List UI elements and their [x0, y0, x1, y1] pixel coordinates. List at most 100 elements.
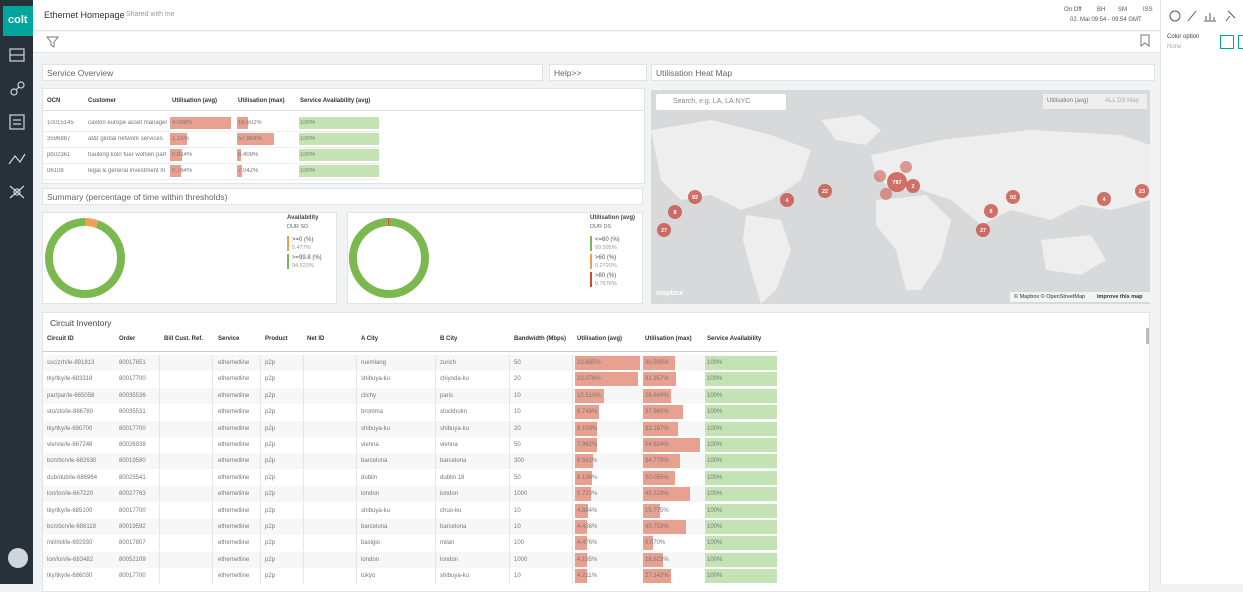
clock-icon[interactable] — [1169, 10, 1181, 22]
share-button[interactable] — [1220, 35, 1234, 49]
circuit-inventory-title: Circuit Inventory — [50, 318, 112, 328]
cell: 4.211% — [577, 573, 597, 580]
col-line — [260, 387, 261, 404]
sidebar — [0, 0, 33, 584]
col-line — [159, 535, 160, 552]
bookmark-icon[interactable] — [1140, 34, 1150, 47]
chart-icon[interactable] — [1204, 13, 1216, 22]
bh-label[interactable]: BH — [1097, 7, 1106, 13]
color-option-label: Color option — [1167, 34, 1200, 40]
legend-value: 99.995% — [595, 245, 617, 251]
filter-icon[interactable] — [46, 35, 60, 49]
help-link[interactable]: Help>> — [554, 68, 582, 78]
cell: 4.098% — [172, 120, 193, 126]
scrollbar[interactable] — [1146, 328, 1149, 344]
legend-value: 0.7676% — [595, 281, 617, 287]
cell: 100% — [707, 360, 723, 366]
data-bar — [705, 503, 777, 518]
bubble — [1006, 190, 1020, 204]
cell: 20 — [514, 425, 521, 432]
bubble — [1135, 184, 1149, 198]
data-bar — [237, 165, 242, 177]
cell: 26.649% — [645, 392, 669, 399]
cell: bcn/bcn/le-686118 — [47, 524, 96, 530]
map-search-placeholder[interactable]: Search, e.g. LA, LA:NYC — [673, 98, 751, 105]
cell: ethernetline — [218, 376, 250, 383]
col-line — [260, 469, 261, 486]
report-icon[interactable] — [9, 114, 25, 130]
chat-button[interactable] — [8, 548, 28, 568]
col-line — [159, 437, 160, 453]
color-option-value[interactable]: None — [1167, 44, 1182, 50]
col-line — [159, 551, 160, 568]
cell: legal & general investment m — [88, 168, 166, 174]
col-line — [435, 502, 436, 519]
col-line — [212, 420, 213, 437]
cell: mil/mil/le-692930 — [47, 540, 93, 547]
cell: 80035531 — [119, 409, 146, 416]
sm-label[interactable]: SM — [1118, 7, 1127, 13]
cell: 9.070% — [645, 540, 666, 547]
data-bar — [705, 438, 777, 452]
data-bar — [643, 356, 676, 370]
cell: 10 — [514, 524, 521, 530]
cell: london — [440, 556, 459, 563]
data-bar — [299, 117, 379, 129]
iss-label[interactable]: ISS — [1143, 7, 1153, 13]
explore-icon[interactable] — [10, 88, 18, 96]
bubble — [976, 223, 990, 237]
cell: 80025541 — [119, 474, 146, 481]
column-header: A City — [361, 336, 379, 342]
map-search[interactable] — [656, 94, 786, 110]
row-band — [43, 519, 777, 535]
cell: 10.510% — [577, 392, 601, 399]
cell: 80017700 — [119, 573, 146, 580]
col-line — [509, 437, 510, 453]
col-line — [159, 453, 160, 470]
col-line — [435, 404, 436, 421]
row-line — [43, 131, 379, 132]
heat-map: 92 4 22 8 27 787 2 92 8 27 4 23 — [651, 90, 1150, 304]
column-header: B City — [440, 336, 458, 342]
column-header: Net ID — [307, 336, 325, 342]
export-button[interactable] — [1238, 35, 1243, 49]
page-title: Ethernet Homepage — [44, 10, 125, 20]
col-line — [303, 469, 304, 486]
right-panel — [1160, 0, 1243, 584]
cell: 3596887 — [47, 136, 71, 142]
cell: 100% — [707, 458, 723, 465]
cell: 33.167% — [645, 425, 669, 432]
data-bar — [575, 388, 604, 403]
map-improve[interactable]: Improve this map — [1097, 294, 1143, 300]
cell: 100% — [300, 120, 316, 126]
cell: lon/lon/le-683482 — [47, 556, 94, 563]
bubble-label: 2 — [911, 184, 914, 190]
filter-bar — [33, 32, 1160, 53]
legend-title: Utilisation (avg) — [590, 215, 635, 221]
col-line — [212, 469, 213, 486]
cell: 8.748% — [577, 409, 598, 416]
cell: london — [361, 491, 380, 498]
cell: 40.753% — [645, 524, 669, 530]
cell: ethernetline — [218, 524, 250, 530]
cell: 100% — [707, 474, 723, 481]
help-bar[interactable] — [549, 64, 647, 81]
cell: p2p — [265, 524, 276, 530]
cell: 100% — [707, 507, 723, 514]
donut-segment — [349, 218, 429, 298]
logo-box[interactable] — [3, 6, 33, 36]
col-line — [435, 371, 436, 388]
legend-label: >80 (%) — [595, 273, 616, 279]
legend-label: <=60 (%) — [595, 237, 620, 243]
cell: ethernetline — [218, 491, 250, 498]
network-icon[interactable] — [13, 188, 21, 196]
data-bar — [575, 552, 587, 567]
col-line — [260, 404, 261, 421]
toggle[interactable]: On Off — [1064, 7, 1082, 13]
legend-swatch — [287, 236, 289, 251]
flow-icon[interactable] — [8, 153, 26, 165]
percent-icon[interactable] — [1187, 10, 1197, 22]
column-header: Product — [265, 336, 288, 342]
pin-icon[interactable] — [1225, 10, 1236, 22]
data-bar — [575, 372, 639, 387]
